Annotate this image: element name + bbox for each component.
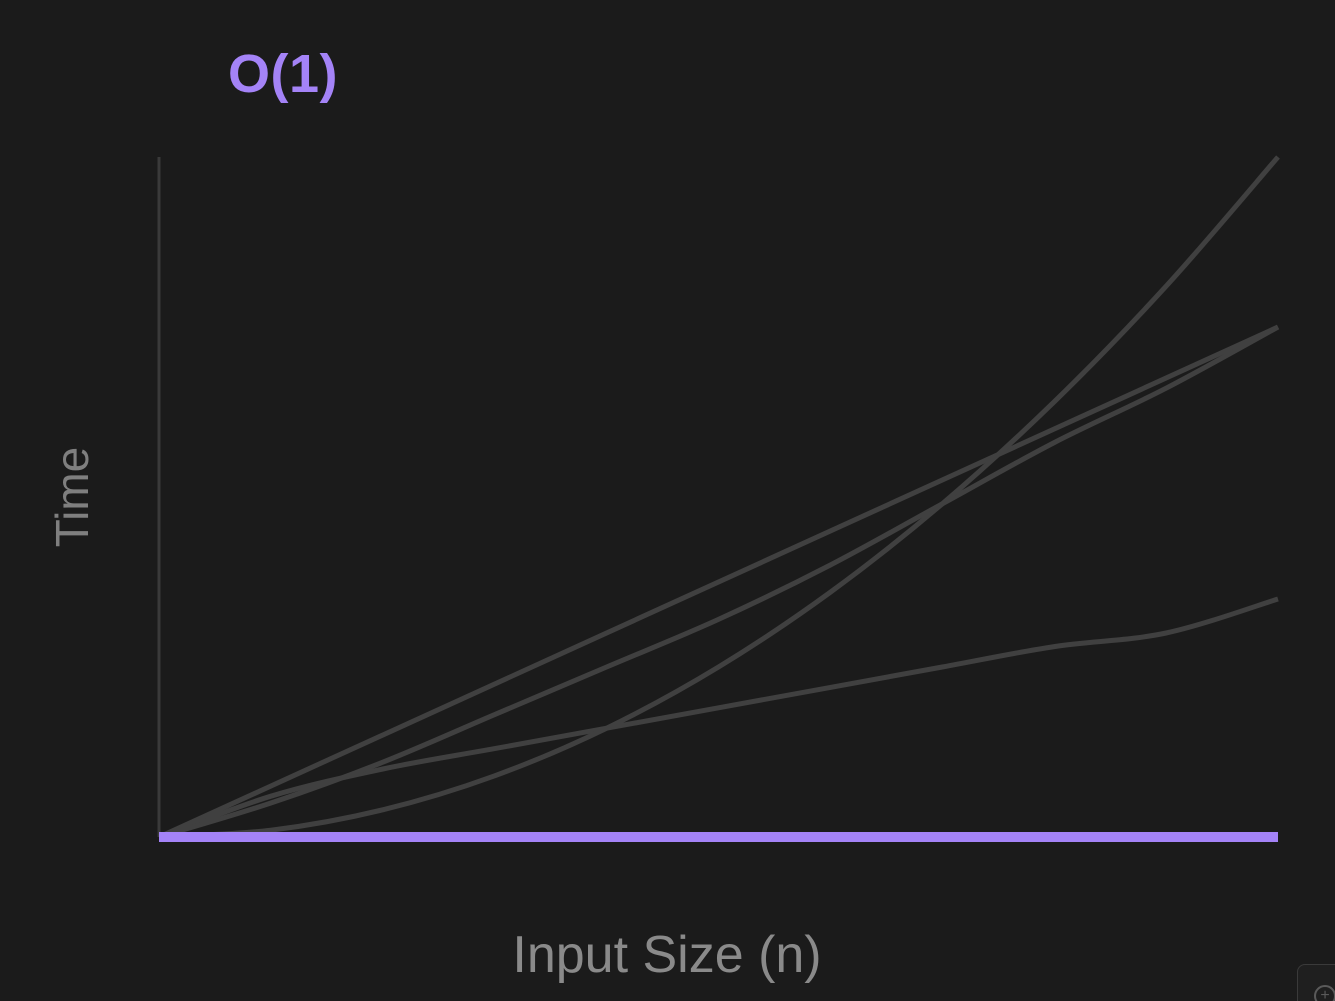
- chart-title: O(1): [228, 44, 338, 104]
- zoom-widget[interactable]: +: [1297, 964, 1335, 1001]
- series-line-linearithmic: [158, 324, 1280, 840]
- x-axis-label: Input Size (n): [512, 926, 822, 984]
- zoom-icon: +: [1314, 985, 1335, 1001]
- series-line-logarithmic: [158, 596, 1279, 840]
- y-axis-label: Time: [46, 446, 98, 548]
- series-line-quadratic: [158, 155, 1280, 840]
- series-line-linear: [157, 324, 1280, 840]
